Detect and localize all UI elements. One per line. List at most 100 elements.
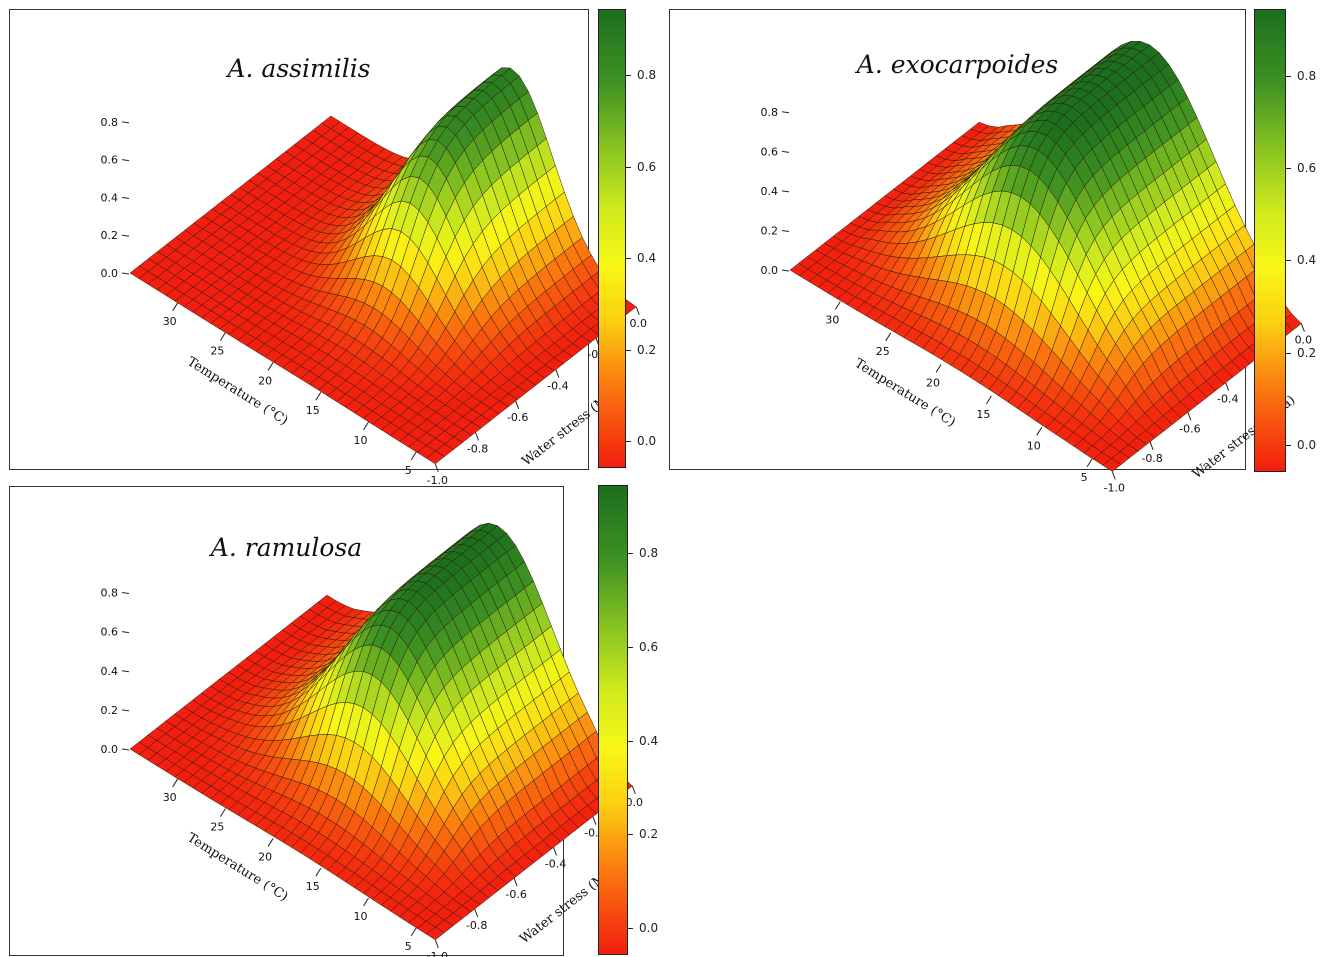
- colorbar-tick-mark: [1286, 168, 1291, 170]
- temperature-tick: [410, 451, 417, 461]
- temperature-tick: [1086, 458, 1093, 468]
- temperature-axis-label: Temperature (°C): [184, 354, 290, 428]
- plot-title: A. exocarpoides: [856, 50, 1059, 79]
- z-tick: [121, 592, 130, 595]
- surface-plot: 0.0 0.2 0.4 0.6 0.8 30 25 20 15 10 5 Temperature (°…: [101, 67, 647, 487]
- colorbar-tick-mark: [626, 166, 631, 168]
- temperature-tick-label: 30: [825, 313, 839, 326]
- temperature-tick-label: 20: [258, 374, 272, 387]
- surface-facet: [425, 926, 445, 941]
- temperature-tick-label: 5: [405, 940, 412, 953]
- z-tick-label: 0.4: [101, 665, 119, 678]
- z-tick: [121, 748, 130, 751]
- temperature-axis-label: Temperature (°C): [852, 356, 958, 430]
- colorbar-ticks: 0.0 0.2 0.4 0.6 0.8: [626, 9, 666, 468]
- colorbar: [1254, 9, 1286, 472]
- temperature-tick-label: 25: [210, 345, 224, 358]
- colorbar-tick-text: 0.4: [1297, 253, 1317, 268]
- z-tick-label: 0.8: [101, 587, 119, 600]
- water-stress-tick: [555, 369, 560, 378]
- temperature-tick: [315, 391, 322, 401]
- colorbar-tick-text: 0.4: [637, 251, 657, 266]
- z-tick-label: 0.0: [101, 743, 119, 756]
- temperature-axis-label: Temperature (°C): [184, 830, 290, 904]
- plot-title: A. ramulosa: [210, 533, 363, 562]
- colorbar-tick-mark: [1286, 75, 1291, 77]
- colorbar-tick-mark: [628, 740, 633, 742]
- plot-panel-ramulosa: A. ramulosa 0.0 0.2 0.4 0.6 0.8 30 25 20 15 10 5 Te…: [9, 486, 643, 957]
- colorbar-tick-mark: [626, 258, 631, 260]
- z-tick-label: 0.0: [761, 264, 779, 277]
- colorbar-tick-label: 0.0: [628, 921, 658, 935]
- z-tick-label: 0.0: [101, 267, 119, 280]
- z-tick-label: 0.2: [101, 704, 119, 717]
- colorbar-tick-mark: [628, 834, 633, 836]
- z-tick-label: 0.6: [101, 154, 119, 167]
- colorbar-tick-text: 0.4: [639, 733, 659, 748]
- water-stress-tick-label: -0.8: [466, 919, 487, 932]
- plot-title: A. assimilis: [227, 54, 371, 83]
- colorbar-tick-label: 0.0: [626, 434, 656, 448]
- z-tick-label: 0.8: [101, 116, 119, 129]
- colorbar-tick-mark: [626, 75, 631, 77]
- temperature-tick-label: 5: [1081, 471, 1088, 484]
- plot-panel-assimilis: A. assimilis 0.0 0.2 0.4 0.6 0.8 30 25 20 15 10 5 T…: [9, 9, 647, 487]
- water-stress-tick: [1225, 382, 1230, 391]
- colorbar-tick-text: 0.0: [1297, 438, 1317, 452]
- colorbar-tick-mark: [628, 928, 633, 929]
- water-stress-tick-label: 0.0: [626, 796, 644, 809]
- z-tick: [121, 121, 130, 124]
- colorbar-tick-label: 0.6: [628, 640, 658, 654]
- temperature-tick-label: 5: [405, 464, 412, 477]
- water-stress-tick-label: -0.4: [547, 380, 568, 393]
- surface-mesh: [129, 522, 633, 941]
- temperature-tick: [172, 302, 179, 312]
- colorbar-tick-text: 0.8: [637, 68, 657, 83]
- colorbar-tick-mark: [626, 441, 631, 442]
- water-stress-tick: [635, 306, 640, 315]
- temperature-tick-label: 25: [210, 821, 224, 834]
- water-stress-tick: [513, 878, 518, 887]
- colorbar: [598, 9, 626, 468]
- temperature-tick: [1036, 427, 1043, 436]
- z-tick: [121, 196, 130, 199]
- z-tick: [781, 229, 790, 232]
- water-stress-tick-label: -0.8: [1141, 452, 1162, 465]
- temperature-tick: [219, 808, 226, 817]
- water-stress-tick-label: -1.0: [1104, 481, 1125, 494]
- colorbar-tick-text: 0.0: [637, 434, 657, 448]
- colorbar-tick-mark: [628, 553, 633, 555]
- water-stress-tick-label: -1.0: [427, 474, 448, 487]
- temperature-tick: [219, 332, 226, 341]
- colorbar-tick-mark: [626, 349, 631, 351]
- colorbar-tick-text: 0.8: [639, 546, 659, 561]
- colorbar-tick-text: 0.2: [637, 342, 657, 357]
- temperature-tick: [172, 778, 179, 788]
- z-axis: 0.0 0.2 0.4 0.6 0.8: [761, 106, 790, 277]
- water-stress-tick-label: -1.0: [427, 950, 448, 957]
- temperature-tick-label: 15: [306, 880, 320, 893]
- temperature-tick-label: 20: [258, 850, 272, 863]
- water-stress-tick: [475, 432, 479, 441]
- temperature-tick-label: 15: [306, 404, 320, 417]
- water-stress-tick: [1111, 471, 1116, 480]
- colorbar-ticks: 0.0 0.2 0.4 0.6 0.8: [1286, 9, 1326, 472]
- z-tick: [121, 709, 130, 712]
- colorbar-tick-label: 0.8: [1286, 69, 1316, 83]
- surface-facet: [425, 450, 445, 465]
- water-stress-tick: [1149, 441, 1154, 450]
- temperature-tick-label: 10: [1027, 439, 1041, 452]
- z-axis: 0.0 0.2 0.4 0.6 0.8: [101, 116, 130, 280]
- water-stress-tick-label: -0.6: [1179, 422, 1200, 435]
- z-tick: [121, 272, 130, 275]
- colorbar-tick-mark: [1286, 260, 1291, 262]
- water-stress-tick: [631, 785, 636, 795]
- colorbar-tick-text: 0.6: [637, 159, 657, 174]
- temperature-tick: [363, 421, 369, 431]
- colorbar-tick-label: 0.0: [1286, 438, 1316, 452]
- water-stress-tick-label: 0.0: [629, 317, 647, 330]
- plot-panel-exocarpoides: A. exocarpoides 0.0 0.2 0.4 0.6 0.8 30 25 20 15 1…: [669, 9, 1312, 494]
- water-stress-tick-label: -0.6: [505, 888, 526, 901]
- colorbar-tick-mark: [628, 647, 633, 649]
- water-stress-tick-label: 0.0: [1295, 334, 1313, 347]
